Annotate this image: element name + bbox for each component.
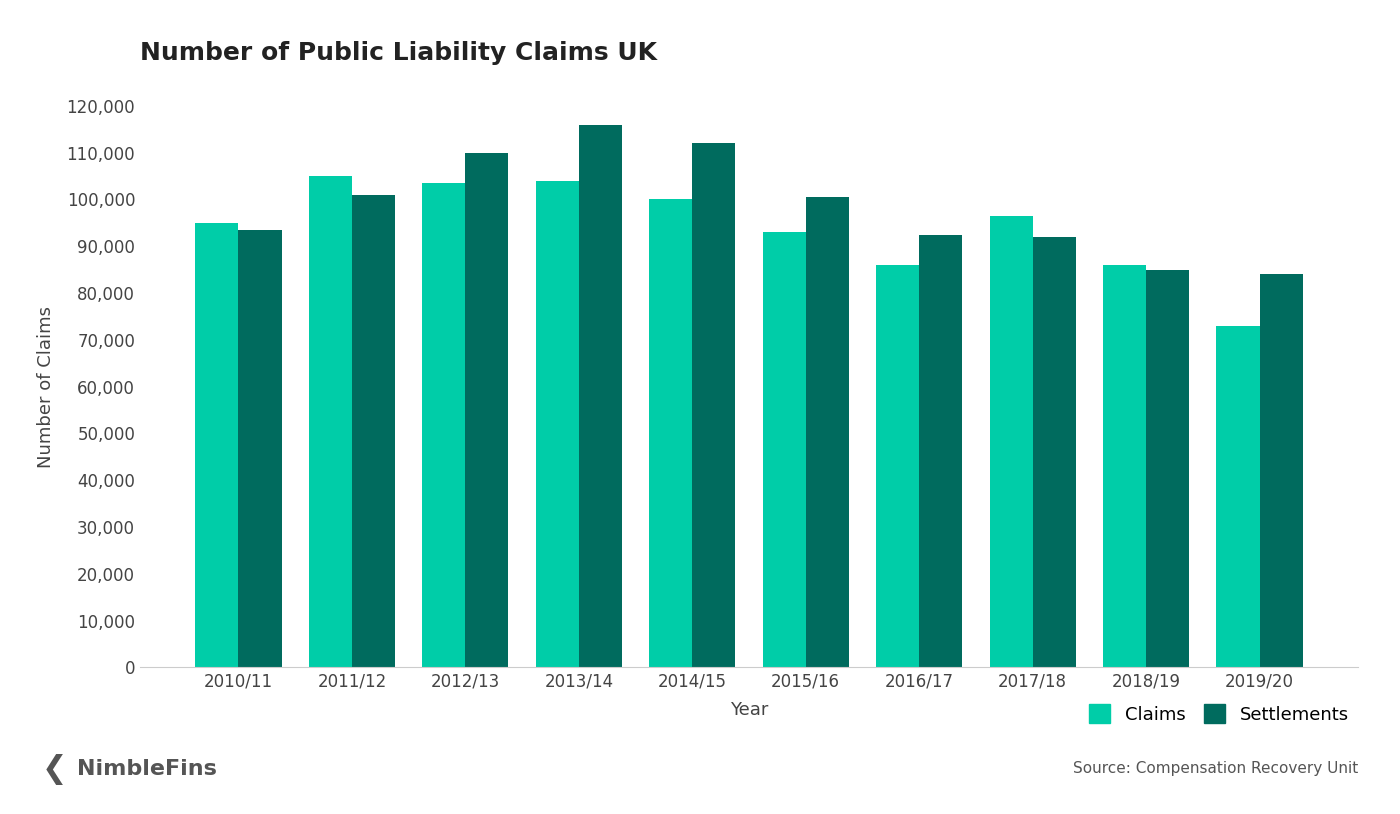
Bar	[536, 181, 578, 667]
Bar	[990, 216, 1033, 667]
Bar	[1103, 265, 1147, 667]
Bar	[238, 230, 281, 667]
Bar	[1147, 269, 1189, 667]
Bar	[1217, 326, 1260, 667]
Bar	[351, 195, 395, 667]
Bar	[763, 232, 806, 667]
Bar	[309, 176, 351, 667]
X-axis label: Year: Year	[729, 702, 769, 720]
Legend: Claims, Settlements: Claims, Settlements	[1089, 704, 1350, 724]
Bar	[1260, 274, 1302, 667]
Bar	[1033, 237, 1075, 667]
Bar	[578, 125, 622, 667]
Bar	[806, 197, 848, 667]
Text: Source: Compensation Recovery Unit: Source: Compensation Recovery Unit	[1072, 761, 1358, 776]
Y-axis label: Number of Claims: Number of Claims	[38, 305, 56, 468]
Text: Number of Public Liability Claims UK: Number of Public Liability Claims UK	[140, 41, 657, 64]
Bar	[196, 223, 238, 667]
Bar	[650, 199, 692, 667]
Bar	[876, 265, 920, 667]
Bar	[692, 143, 735, 667]
Bar	[920, 234, 962, 667]
Text: NimbleFins: NimbleFins	[77, 759, 217, 779]
Text: ❮: ❮	[42, 754, 67, 785]
Bar	[465, 153, 508, 667]
Bar	[423, 183, 465, 667]
